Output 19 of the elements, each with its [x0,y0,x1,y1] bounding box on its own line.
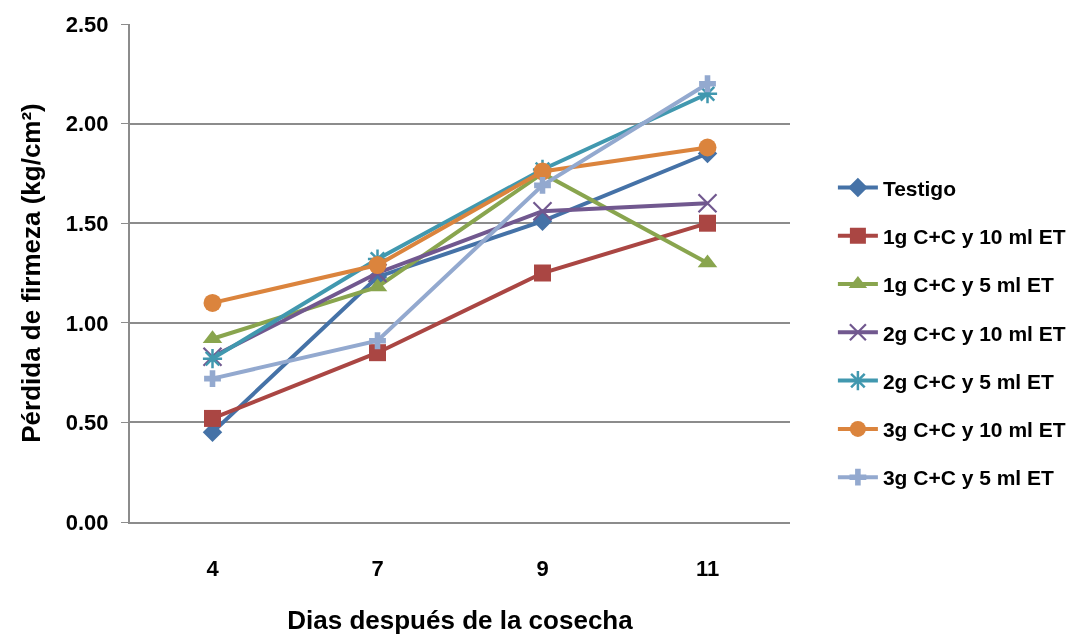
y-axis-title: Pérdida de firmeza (kg/cm²) [15,103,46,443]
legend-label: Testigo [882,176,957,200]
x-tick-label: 7 [371,556,384,582]
y-tick-label: 1.50 [65,210,109,236]
y-tick-label: 0.50 [65,410,109,436]
y-tick-label: 1.00 [65,310,109,336]
legend-label: 3g C+C y 10 ml ET [882,418,1066,442]
x-tick-label: 11 [695,556,720,582]
y-tick-label: 2.50 [65,11,109,37]
legend-label: 1g C+C y 5 ml ET [882,273,1055,297]
legend-label: 1g C+C y 10 ml ET [882,224,1066,248]
legend-label: 3g C+C y 5 ml ET [882,466,1055,490]
x-axis-title: Dias después de la cosecha [287,604,634,635]
legend-label: 2g C+C y 5 ml ET [882,369,1055,393]
x-tick-label: 9 [536,556,549,582]
legend-label: 2g C+C y 10 ml ET [882,321,1066,345]
y-tick-label: 0.00 [65,509,109,535]
x-tick-label: 4 [206,556,220,582]
y-tick-label: 2.00 [65,111,109,137]
